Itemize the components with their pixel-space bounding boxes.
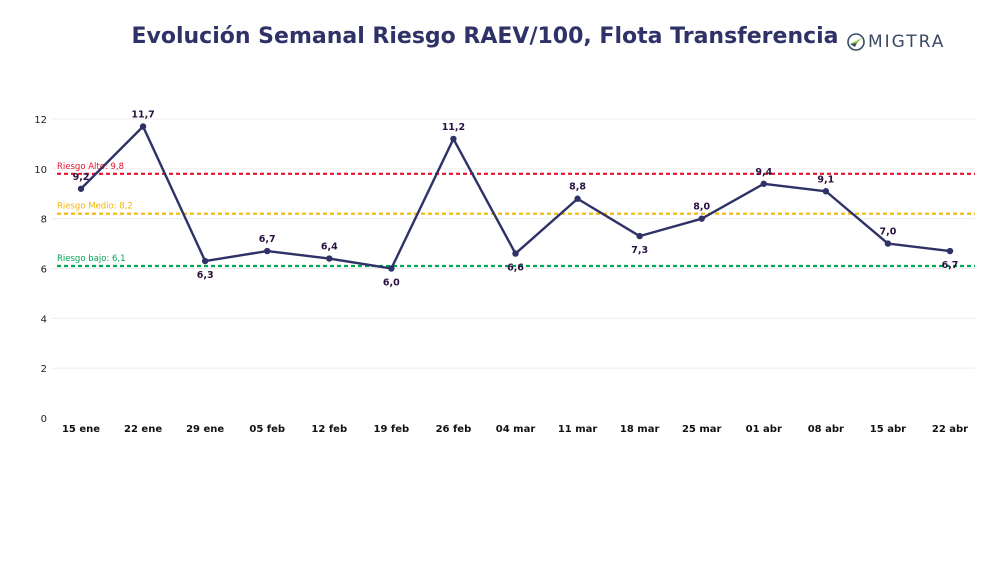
data-point: [698, 215, 705, 222]
x-tick-label: 25 mar: [682, 424, 722, 435]
data-label: 6,3: [197, 270, 214, 281]
x-tick-label: 29 ene: [186, 424, 224, 435]
migtra-logo: MIGTRA: [846, 30, 945, 54]
data-label: 11,7: [131, 109, 154, 120]
compass-icon: [847, 33, 865, 51]
x-tick-label: 22 abr: [932, 424, 968, 435]
y-tick-label: 4: [41, 314, 47, 325]
data-point: [201, 257, 209, 265]
data-label: 6,4: [321, 242, 338, 253]
threshold-label: Riesgo bajo: 6,1: [57, 254, 125, 264]
data-point: [574, 195, 581, 202]
data-point: [388, 265, 395, 272]
series-riesgo: [77, 123, 954, 272]
data-label: 9,2: [73, 172, 90, 183]
chart-title: Evolución Semanal Riesgo RAEV/100, Flota…: [131, 24, 839, 49]
y-tick-label: 2: [41, 364, 47, 375]
x-axis: 15 ene 22 ene 29 ene 05 feb 12 feb 19 feb 26 f…: [62, 424, 968, 435]
data-point: [326, 255, 333, 262]
threshold-label: Riesgo Medio: 8,2: [57, 202, 133, 212]
x-tick-label: 18 mar: [620, 424, 660, 435]
y-tick-label: 12: [34, 115, 47, 126]
x-tick-label: 15 abr: [870, 424, 906, 435]
data-label: 8,0: [693, 202, 710, 213]
data-point: [822, 188, 830, 195]
data-point: [636, 232, 643, 240]
y-tick-label: 8: [41, 215, 47, 226]
y-axis: 0 2 4 6 8 10 12: [34, 115, 47, 425]
logo-text: MIGTRA: [868, 32, 946, 52]
data-point: [760, 180, 767, 187]
y-tick-label: 10: [34, 165, 47, 176]
data-label: 7,3: [631, 245, 648, 256]
x-tick-label: 04 mar: [496, 424, 536, 435]
data-label: 7,0: [880, 227, 897, 238]
data-point: [450, 135, 457, 143]
data-point: [884, 240, 892, 247]
y-tick-label: 0: [41, 414, 47, 425]
x-tick-label: 11 mar: [558, 424, 598, 435]
x-tick-label: 01 abr: [746, 424, 782, 435]
data-point: [264, 247, 271, 255]
data-label: 6,0: [383, 278, 400, 289]
x-tick-label: 22 ene: [124, 424, 162, 435]
x-tick-label: 05 feb: [249, 424, 285, 435]
threshold-lines: Riesgo Alto: 9,8 Riesgo Medio: 8,2 Riesgo …: [57, 162, 975, 268]
data-labels: 9,2 11,7 6,3 6,7 6,4 6,0 11,2 6,6 8,8 7,3 8,0 9,4 9,…: [73, 109, 959, 288]
x-tick-label: 12 feb: [311, 424, 347, 435]
data-point: [946, 247, 954, 255]
y-tick-label: 6: [41, 265, 47, 276]
x-tick-label: 15 ene: [62, 424, 100, 435]
data-label: 6,7: [259, 234, 276, 245]
data-point: [139, 123, 147, 130]
x-tick-label: 26 feb: [436, 424, 472, 435]
series-line: [80, 125, 951, 270]
data-label: 8,8: [569, 182, 586, 193]
gridlines: [52, 118, 975, 369]
x-tick-label: 19 feb: [374, 424, 410, 435]
data-label: 11,2: [442, 122, 465, 133]
data-label: 6,7: [942, 260, 959, 271]
x-tick-label: 08 abr: [808, 424, 844, 435]
data-point: [512, 250, 519, 257]
threshold-label: Riesgo Alto: 9,8: [57, 162, 124, 172]
data-label: 9,1: [817, 174, 834, 185]
data-label: 9,4: [755, 167, 772, 178]
data-point: [77, 185, 85, 192]
data-label: 6,6: [507, 263, 524, 274]
